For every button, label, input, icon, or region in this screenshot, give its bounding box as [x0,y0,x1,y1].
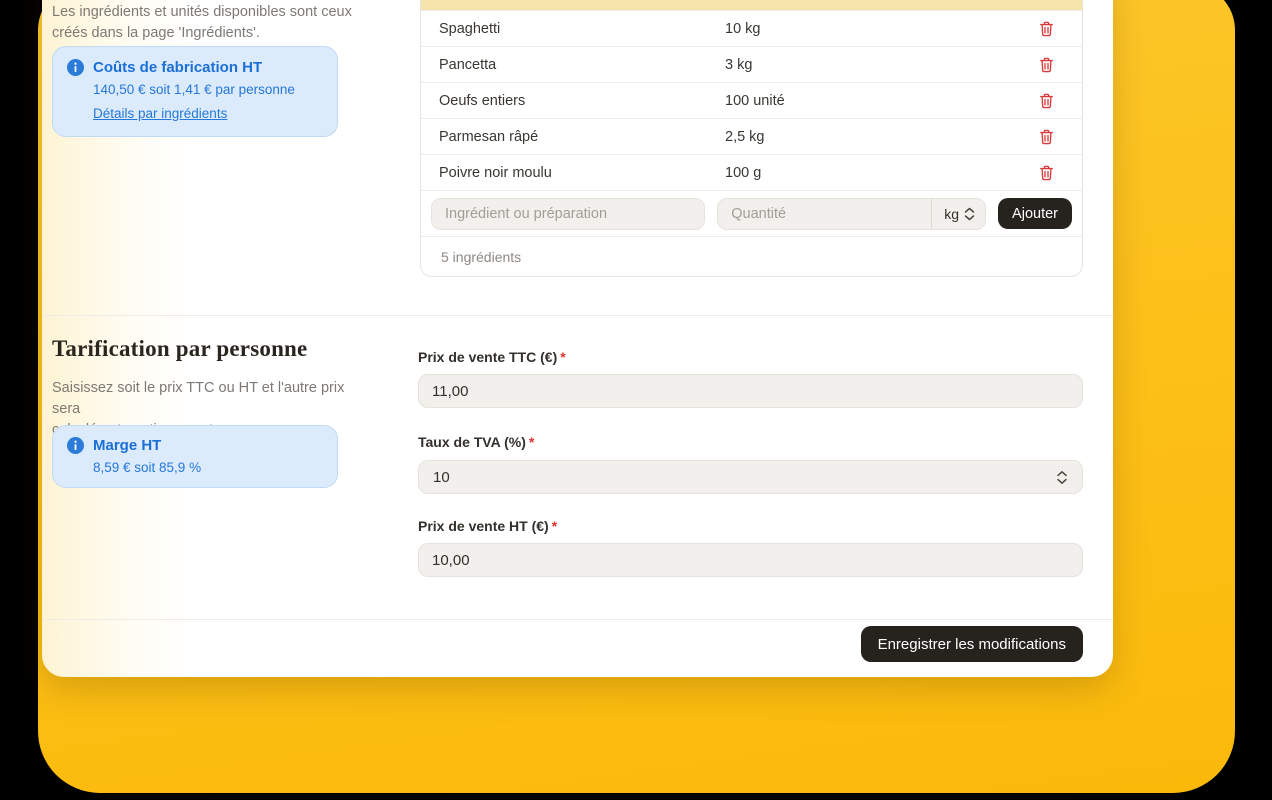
required-marker: * [551,518,558,534]
table-row: Poivre noir moulu 100 g [421,154,1082,190]
ht-price-input[interactable] [418,543,1083,577]
quantity-combo: kg [717,197,987,230]
ht-price-label: Prix de vente HT (€) * [418,518,557,534]
cost-box-title: Coûts de fabrication HT [93,59,263,76]
ingredient-qty: 2,5 kg [725,128,765,145]
ingredient-qty: 100 g [725,164,762,181]
ingredient-name: Parmesan râpé [439,128,539,145]
chevron-up-down-icon [964,207,975,221]
save-button[interactable]: Enregistrer les modifications [860,626,1083,662]
trash-icon [1039,93,1054,109]
pricing-description-line1: Saisissez soit le prix TTC ou HT et l'au… [52,380,345,417]
ingredient-qty: 10 kg [725,20,761,37]
ingredients-note-line1: Les ingrédients et unités disponibles so… [52,4,352,20]
required-marker: * [528,434,535,450]
delete-ingredient-button[interactable] [1037,127,1056,147]
quantity-input[interactable] [718,198,932,229]
section-divider [42,315,1113,316]
delete-ingredient-button[interactable] [1037,55,1056,75]
margin-box-title: Marge HT [93,437,162,454]
table-row: Pancetta 3 kg [421,46,1082,82]
ingredient-name: Pancetta [439,56,497,73]
required-marker: * [560,349,566,365]
table-row: Spaghetti 10 kg [421,10,1082,46]
trash-icon [1039,21,1054,37]
ingredient-search-input[interactable] [431,197,706,230]
cost-details-link[interactable]: Détails par ingrédients [93,106,228,121]
ingredient-count: 5 ingrédients [421,236,1082,276]
info-icon [67,59,84,76]
trash-icon [1039,129,1054,145]
trash-icon [1039,165,1054,181]
table-row: Parmesan râpé 2,5 kg [421,118,1082,154]
chevron-up-down-icon [1056,470,1068,485]
ttc-price-label-text: Prix de vente TTC (€) [418,349,558,365]
unit-select[interactable]: kg [931,198,985,229]
tva-rate-label: Taux de TVA (%) * [418,434,534,450]
ingredient-name: Spaghetti [439,20,501,37]
ingredients-note: Les ingrédients et unités disponibles so… [52,2,382,44]
ttc-price-input[interactable] [418,374,1083,408]
table-row: Oeufs entiers 100 unité [421,82,1082,118]
delete-ingredient-button[interactable] [1037,163,1056,183]
margin-box-detail: 8,59 € soit 85,9 % [93,460,202,475]
cost-info-box: Coûts de fabrication HT 140,50 € soit 1,… [52,46,338,137]
cost-box-detail: 140,50 € soit 1,41 € par personne [93,82,295,97]
tva-rate-label-text: Taux de TVA (%) [418,434,526,450]
trash-icon [1039,57,1054,73]
recipe-edit-card: Les ingrédients et unités disponibles so… [42,0,1113,677]
ingredient-qty: 3 kg [725,56,753,73]
ingredients-note-line2: créés dans la page 'Ingrédients'. [52,25,260,41]
ttc-price-label: Prix de vente TTC (€) * [418,349,566,365]
add-ingredient-row: kg Ajouter [421,190,1082,236]
delete-ingredient-button[interactable] [1037,19,1056,39]
ingredient-name: Oeufs entiers [439,92,526,109]
tva-rate-select[interactable]: 10 [418,460,1083,494]
tva-rate-value: 10 [433,468,450,486]
ingredient-qty: 100 unité [725,92,785,109]
margin-info-box: Marge HT 8,59 € soit 85,9 % [52,425,338,488]
footer-divider [42,619,1113,620]
ht-price-label-text: Prix de vente HT (€) [418,518,549,534]
pricing-section-title: Tarification par personne [52,336,308,361]
add-ingredient-button[interactable]: Ajouter [998,198,1072,229]
delete-ingredient-button[interactable] [1037,91,1056,111]
unit-select-value: kg [944,205,960,222]
ingredients-table: Spaghetti 10 kg Pancetta 3 kg Oeufs enti… [420,0,1083,277]
ingredient-name: Poivre noir moulu [439,164,552,181]
info-icon [67,437,84,454]
table-header-row [421,0,1082,10]
